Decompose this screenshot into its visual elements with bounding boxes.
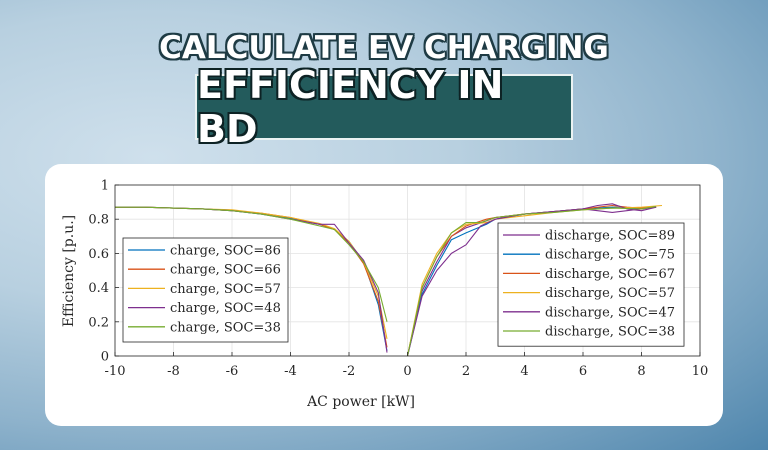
legend-charge: charge, SOC=86 charge, SOC=66 charge, SOC=… — [122, 237, 289, 343]
y-tick-label: 0.2 — [88, 315, 109, 330]
x-tick-label: -8 — [167, 364, 180, 379]
x-tick-label: 4 — [520, 364, 528, 379]
x-tick-label: -10 — [105, 364, 126, 379]
legend-label: discharge, SOC=67 — [545, 267, 675, 282]
legend-box — [122, 237, 289, 343]
x-tick-label: 0 — [403, 364, 411, 379]
legend-label: charge, SOC=48 — [170, 301, 281, 316]
y-tick-label: 0.4 — [88, 281, 109, 296]
chart-card: -10 -8 -6 -4 -2 0 2 4 6 8 10 0 0.2 0.4 0.6 0.8 1 AC powe… — [45, 164, 723, 426]
chart-series — [115, 203, 663, 357]
chart-ticks: -10 -8 -6 -4 -2 0 2 4 6 8 10 0 0.2 0.4 0.6 0.8 1 — [88, 179, 708, 380]
legend-discharge: discharge, SOC=89 discharge, SOC=75 discha… — [497, 222, 685, 347]
y-tick-label: 0.6 — [88, 247, 109, 262]
y-tick-label: 0 — [101, 350, 109, 365]
legend-label: charge, SOC=66 — [170, 263, 281, 278]
y-axis-label: Efficiency [p.u.] — [61, 215, 77, 327]
series-line-10 — [406, 205, 657, 357]
legend-label: discharge, SOC=47 — [545, 305, 675, 320]
x-tick-label: 6 — [579, 364, 587, 379]
efficiency-chart: -10 -8 -6 -4 -2 0 2 4 6 8 10 0 0.2 0.4 0.6 0.8 1 AC powe… — [61, 179, 708, 411]
legend-label: discharge, SOC=89 — [545, 229, 675, 244]
legend-label: charge, SOC=38 — [170, 320, 281, 335]
series-line-4 — [115, 206, 388, 322]
page-title-line2: EFFICIENCY IN BD — [197, 63, 504, 151]
x-axis-label: AC power [kW] — [306, 394, 415, 410]
x-tick-label: 8 — [637, 364, 645, 379]
x-tick-label: 2 — [462, 364, 470, 379]
legend-label: discharge, SOC=75 — [545, 248, 675, 263]
legend-label: charge, SOC=57 — [170, 282, 281, 297]
x-tick-label: 10 — [692, 364, 709, 379]
legend-label: discharge, SOC=38 — [545, 325, 675, 340]
legend-label: charge, SOC=86 — [170, 244, 281, 259]
x-tick-label: -2 — [343, 364, 356, 379]
legend-box — [497, 222, 685, 347]
page-title-line1: CALCULATE EV CHARGING — [159, 30, 609, 66]
page-title-banner: EFFICIENCY IN BD — [195, 63, 573, 151]
legend-label: discharge, SOC=57 — [545, 286, 675, 301]
y-tick-label: 1 — [101, 179, 109, 194]
x-tick-label: -4 — [284, 364, 297, 379]
x-tick-label: -6 — [226, 364, 239, 379]
y-tick-label: 0.8 — [88, 213, 109, 228]
